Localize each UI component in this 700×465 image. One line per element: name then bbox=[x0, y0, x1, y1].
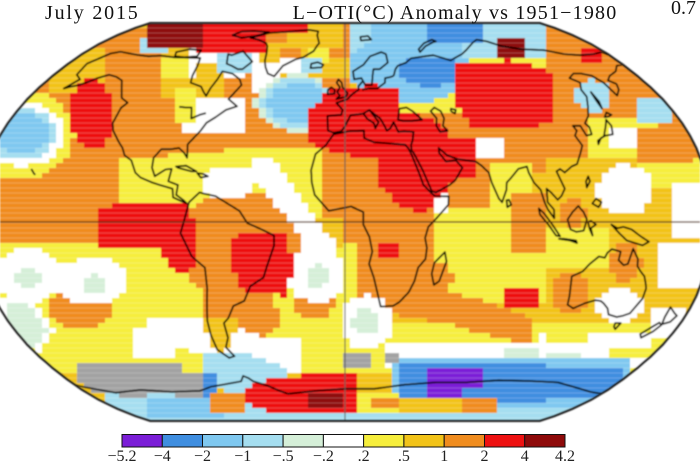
svg-text:July 2015: July 2015 bbox=[45, 2, 140, 24]
svg-text:−.2: −.2 bbox=[313, 448, 334, 465]
svg-text:4: 4 bbox=[521, 448, 529, 465]
svg-text:−5.2: −5.2 bbox=[107, 448, 136, 465]
svg-text:−4: −4 bbox=[154, 448, 171, 465]
svg-text:.5: .5 bbox=[398, 448, 410, 465]
svg-text:−.5: −.5 bbox=[273, 448, 294, 465]
svg-text:−1: −1 bbox=[234, 448, 251, 465]
svg-text:−2: −2 bbox=[194, 448, 211, 465]
svg-text:0.7: 0.7 bbox=[671, 0, 696, 19]
svg-text:2: 2 bbox=[481, 448, 489, 465]
svg-text:L−OTI(°C) Anomaly vs 1951−1980: L−OTI(°C) Anomaly vs 1951−1980 bbox=[293, 2, 618, 24]
svg-text:1: 1 bbox=[440, 448, 448, 465]
svg-text:.2: .2 bbox=[358, 448, 370, 465]
svg-text:4.2: 4.2 bbox=[555, 448, 575, 465]
